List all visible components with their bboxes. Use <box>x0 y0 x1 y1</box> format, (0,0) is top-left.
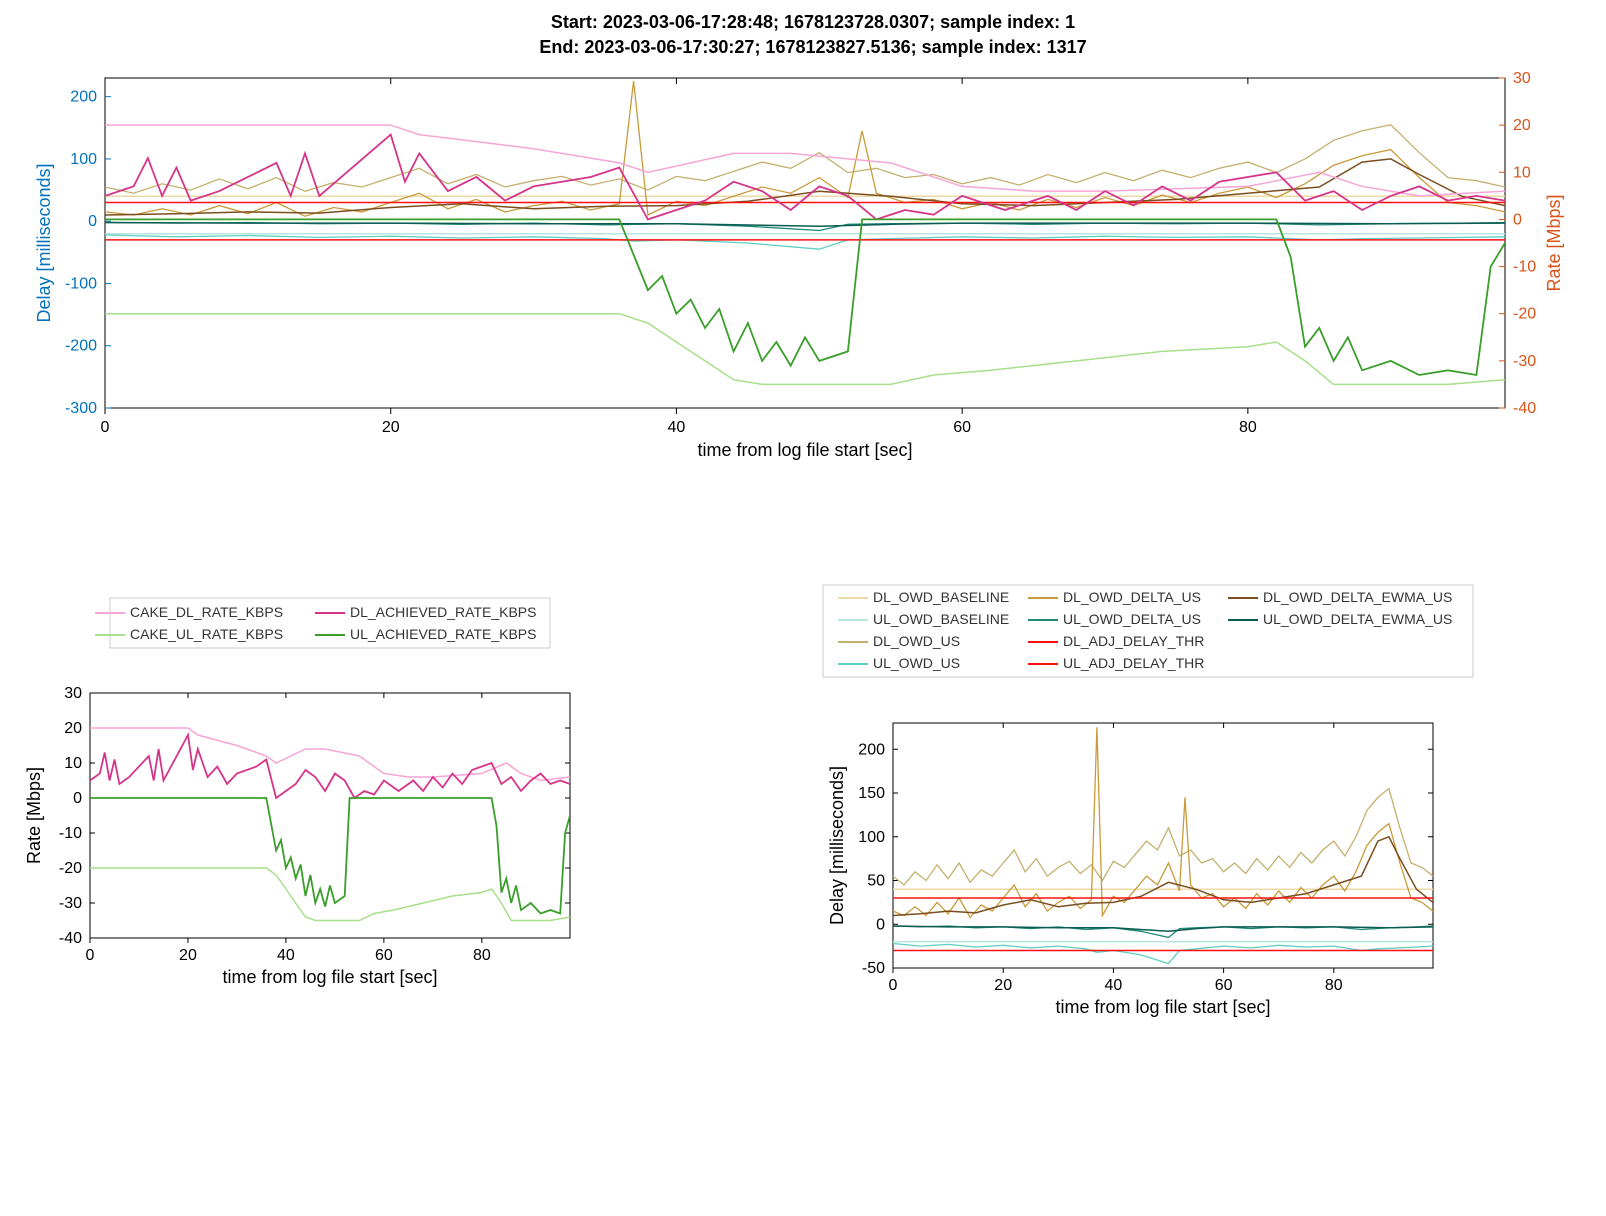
svg-text:-200: -200 <box>65 338 97 355</box>
svg-text:0: 0 <box>876 917 885 934</box>
svg-text:-20: -20 <box>1513 306 1536 323</box>
svg-text:-30: -30 <box>1513 353 1536 370</box>
svg-text:DL_ADJ_DELAY_THR: DL_ADJ_DELAY_THR <box>1063 633 1204 649</box>
svg-text:40: 40 <box>668 419 686 436</box>
svg-text:Delay [milliseconds]: Delay [milliseconds] <box>34 164 54 323</box>
title-line2: End: 2023-03-06-17:30:27; 1678123827.513… <box>10 35 1606 60</box>
svg-text:0: 0 <box>101 419 110 436</box>
svg-text:-20: -20 <box>59 860 82 877</box>
svg-text:0: 0 <box>1513 212 1522 229</box>
chart-title: Start: 2023-03-06-17:28:48; 1678123728.0… <box>10 10 1606 60</box>
svg-text:DL_ACHIEVED_RATE_KBPS: DL_ACHIEVED_RATE_KBPS <box>350 604 536 620</box>
svg-text:0: 0 <box>86 947 95 964</box>
rate-chart: 0 20 40 60 80 -40 -30 -20 -10 0 10 20 30 time from lo… <box>10 678 813 1003</box>
rate-legend: CAKE_DL_RATE_KBPS DL_ACHIEVED_RATE_KBPS CA… <box>10 573 813 678</box>
svg-text:20: 20 <box>1513 118 1531 135</box>
svg-text:-40: -40 <box>1513 400 1536 417</box>
svg-text:UL_OWD_BASELINE: UL_OWD_BASELINE <box>873 611 1009 627</box>
delay-legend: DL_OWD_BASELINE DL_OWD_DELTA_US DL_OWD_DEL… <box>813 573 1606 708</box>
svg-text:30: 30 <box>64 685 82 702</box>
svg-text:-300: -300 <box>65 400 97 417</box>
svg-text:UL_OWD_DELTA_EWMA_US: UL_OWD_DELTA_EWMA_US <box>1263 611 1452 627</box>
svg-text:80: 80 <box>473 947 491 964</box>
svg-text:DL_OWD_DELTA_US: DL_OWD_DELTA_US <box>1063 589 1201 605</box>
svg-text:0: 0 <box>889 977 898 994</box>
svg-text:time from log file start [sec]: time from log file start [sec] <box>222 967 437 987</box>
svg-text:60: 60 <box>953 419 971 436</box>
svg-text:DL_OWD_BASELINE: DL_OWD_BASELINE <box>873 589 1009 605</box>
svg-text:UL_OWD_DELTA_US: UL_OWD_DELTA_US <box>1063 611 1201 627</box>
svg-text:-100: -100 <box>65 276 97 293</box>
svg-text:30: 30 <box>1513 70 1531 87</box>
svg-text:10: 10 <box>1513 165 1531 182</box>
svg-text:20: 20 <box>994 977 1012 994</box>
delay-chart: 020406080-50050100150200time from log fi… <box>813 708 1606 1033</box>
svg-text:20: 20 <box>382 419 400 436</box>
svg-text:100: 100 <box>70 151 97 168</box>
svg-text:80: 80 <box>1239 419 1257 436</box>
svg-text:20: 20 <box>64 720 82 737</box>
svg-text:time from log file start [sec]: time from log file start [sec] <box>697 440 912 460</box>
svg-text:-40: -40 <box>59 930 82 947</box>
svg-text:DL_OWD_DELTA_EWMA_US: DL_OWD_DELTA_EWMA_US <box>1263 589 1452 605</box>
svg-text:100: 100 <box>858 829 885 846</box>
svg-text:10: 10 <box>64 755 82 772</box>
svg-text:DL_OWD_US: DL_OWD_US <box>873 633 960 649</box>
svg-text:60: 60 <box>1215 977 1233 994</box>
svg-text:40: 40 <box>1105 977 1123 994</box>
svg-text:-10: -10 <box>1513 259 1536 276</box>
svg-text:60: 60 <box>375 947 393 964</box>
svg-text:Delay [milliseconds]: Delay [milliseconds] <box>827 766 847 925</box>
svg-text:UL_ACHIEVED_RATE_KBPS: UL_ACHIEVED_RATE_KBPS <box>350 626 536 642</box>
main-chart: 020406080-300-200-1000100200-40-30-20-10… <box>10 68 1606 483</box>
svg-text:Rate [Mbps]: Rate [Mbps] <box>24 767 44 864</box>
svg-text:200: 200 <box>858 742 885 759</box>
svg-text:200: 200 <box>70 89 97 106</box>
svg-text:0: 0 <box>73 790 82 807</box>
svg-text:80: 80 <box>1325 977 1343 994</box>
svg-text:time from log file start [sec]: time from log file start [sec] <box>1055 997 1270 1017</box>
svg-text:-30: -30 <box>59 895 82 912</box>
svg-text:UL_ADJ_DELAY_THR: UL_ADJ_DELAY_THR <box>1063 655 1204 671</box>
svg-text:UL_OWD_US: UL_OWD_US <box>873 655 960 671</box>
svg-text:150: 150 <box>858 785 885 802</box>
title-line1: Start: 2023-03-06-17:28:48; 1678123728.0… <box>10 10 1606 35</box>
svg-text:20: 20 <box>179 947 197 964</box>
svg-text:50: 50 <box>867 873 885 890</box>
svg-text:40: 40 <box>277 947 295 964</box>
svg-text:-50: -50 <box>862 960 885 977</box>
svg-text:-10: -10 <box>59 825 82 842</box>
svg-text:Rate [Mbps]: Rate [Mbps] <box>1544 195 1564 292</box>
svg-text:CAKE_DL_RATE_KBPS: CAKE_DL_RATE_KBPS <box>130 604 283 620</box>
svg-text:0: 0 <box>88 214 97 231</box>
svg-text:CAKE_UL_RATE_KBPS: CAKE_UL_RATE_KBPS <box>130 626 283 642</box>
